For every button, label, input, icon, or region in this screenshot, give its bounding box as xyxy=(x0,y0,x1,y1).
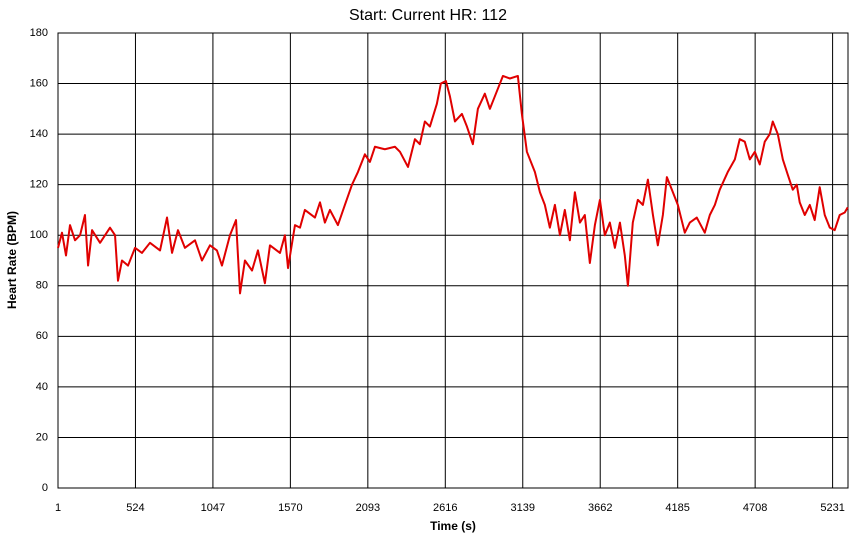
x-tick-label: 1047 xyxy=(201,502,225,514)
x-tick-label: 5231 xyxy=(820,502,844,514)
x-tick-label: 2093 xyxy=(356,502,380,514)
x-tick-label: 3139 xyxy=(511,502,535,514)
data-line xyxy=(57,74,849,295)
x-tick-label: 4185 xyxy=(665,502,689,514)
chart-title: Start: Current HR: 112 xyxy=(349,7,507,24)
y-tick-label: 120 xyxy=(30,179,48,191)
x-tick-label: 524 xyxy=(126,502,144,514)
x-tick-label: 3662 xyxy=(588,502,612,514)
y-tick-label: 40 xyxy=(36,381,48,393)
y-tick-label: 100 xyxy=(30,229,48,241)
y-tick-label: 160 xyxy=(30,77,48,89)
y-tick-label: 180 xyxy=(30,27,48,39)
y-tick-label: 60 xyxy=(36,330,48,342)
x-tick-label: 4708 xyxy=(743,502,767,514)
y-tick-label: 80 xyxy=(36,280,48,292)
plot-frame xyxy=(57,32,849,489)
y-tick-label: 140 xyxy=(30,128,48,140)
y-axis-title: Heart Rate (BPM) xyxy=(5,211,19,309)
y-tick-label: 20 xyxy=(36,431,48,443)
x-tick-label: 2616 xyxy=(433,502,457,514)
x-axis-title: Time (s) xyxy=(430,519,476,533)
y-tick-label: 0 xyxy=(42,482,48,494)
x-tick-label: 1 xyxy=(55,502,61,514)
x-tick-label: 1570 xyxy=(278,502,302,514)
